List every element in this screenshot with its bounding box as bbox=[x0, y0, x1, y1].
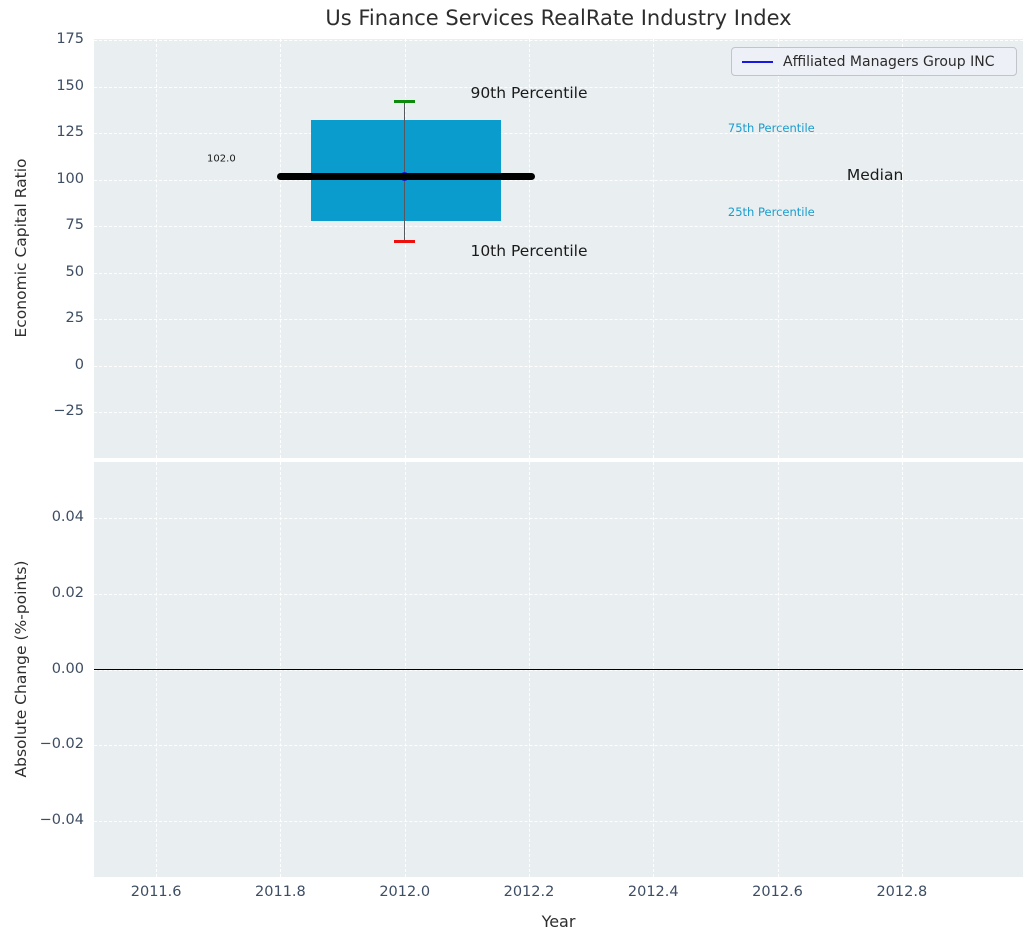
x-tick-label: 2012.0 bbox=[379, 884, 431, 900]
y-tick-label: 50 bbox=[65, 263, 84, 280]
gridline-v bbox=[528, 39, 530, 458]
annotation-10th-percentile: 10th Percentile bbox=[470, 242, 588, 261]
plot-area-top bbox=[94, 39, 1023, 458]
annotation-median: Median bbox=[846, 166, 904, 185]
gridline-h bbox=[94, 86, 1023, 88]
gridline-v bbox=[280, 39, 282, 458]
annotation-75th-percentile: 75th Percentile bbox=[727, 120, 815, 135]
x-tick-label: 2011.8 bbox=[255, 884, 306, 900]
gridline-h bbox=[94, 319, 1023, 321]
x-tick-label: 2012.2 bbox=[503, 884, 555, 900]
x-tick-label: 2011.6 bbox=[130, 884, 182, 900]
iqr-box bbox=[311, 120, 501, 221]
zero-line bbox=[94, 668, 1023, 671]
y-tick-label: −25 bbox=[53, 403, 84, 420]
y-tick-label: 75 bbox=[65, 217, 84, 234]
gridline-h bbox=[94, 820, 1023, 822]
gridline-h bbox=[94, 133, 1023, 135]
gridline-h bbox=[94, 412, 1023, 414]
y-tick-label: 0.02 bbox=[51, 584, 84, 601]
x-tick-label: 2012.8 bbox=[876, 884, 928, 900]
y-tick-label: 150 bbox=[56, 77, 84, 94]
gridline-h bbox=[94, 593, 1023, 595]
gridline-h bbox=[94, 518, 1023, 520]
annotation-25th-percentile: 25th Percentile bbox=[727, 205, 815, 220]
annotation-90th-percentile: 90th Percentile bbox=[470, 84, 588, 103]
gridline-v bbox=[156, 39, 158, 458]
whisker-line bbox=[403, 101, 406, 242]
gridline-h bbox=[94, 365, 1023, 367]
gridline-v bbox=[653, 39, 655, 458]
legend-label: Affiliated Managers Group INC bbox=[783, 53, 995, 70]
p10-cap bbox=[394, 239, 415, 243]
legend-line-icon bbox=[742, 60, 773, 63]
y-tick-label: 0 bbox=[74, 356, 84, 373]
gridline-v bbox=[777, 39, 779, 458]
gridline-v bbox=[901, 39, 903, 458]
p90-cap bbox=[394, 100, 415, 104]
x-axis-label: Year bbox=[541, 912, 576, 931]
gridline-h bbox=[94, 226, 1023, 228]
gridline-h bbox=[94, 745, 1023, 747]
median-line bbox=[277, 172, 536, 180]
y-tick-label: 125 bbox=[56, 124, 84, 141]
y-tick-label: −0.02 bbox=[39, 736, 84, 753]
gridline-h bbox=[94, 179, 1023, 181]
y-tick-label: 0.00 bbox=[51, 660, 84, 677]
chart-title: Us Finance Services RealRate Industry In… bbox=[325, 6, 792, 30]
y-tick-label: −0.04 bbox=[39, 811, 84, 828]
annotation-102-0: 102.0 bbox=[207, 153, 236, 165]
legend: Affiliated Managers Group INC bbox=[731, 47, 1017, 76]
y-tick-label: 175 bbox=[56, 31, 84, 48]
gridline-h bbox=[94, 272, 1023, 274]
y-tick-label: 0.04 bbox=[51, 509, 84, 526]
plot-area-bottom bbox=[94, 462, 1023, 877]
gridline-v bbox=[404, 39, 406, 458]
x-tick-label: 2012.4 bbox=[627, 884, 679, 900]
y-tick-label: 25 bbox=[65, 310, 84, 327]
gridline-h bbox=[94, 40, 1023, 42]
x-tick-label: 2012.6 bbox=[752, 884, 803, 900]
y-tick-label: 100 bbox=[56, 170, 84, 187]
